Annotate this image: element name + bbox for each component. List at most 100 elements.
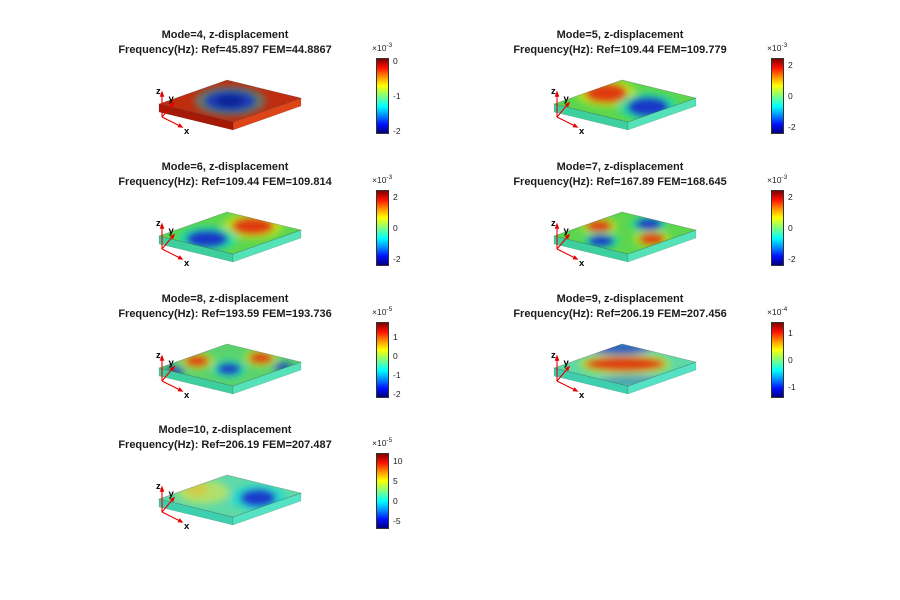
y-axis-label: y	[169, 358, 175, 369]
colorbar-tick-label: -2	[393, 125, 401, 136]
axes-triad: z y x	[551, 350, 585, 400]
colorbar-tick-label: 0	[393, 496, 398, 507]
x-axis-label: x	[184, 126, 190, 136]
colorbar-exponent: ×10-3	[372, 42, 392, 53]
x-axis-label: x	[184, 258, 190, 268]
z-arrowhead-icon	[159, 90, 165, 97]
subplot-subtitle: Frequency(Hz): Ref=206.19 FEM=207.456	[513, 308, 727, 320]
x-axis-label: x	[579, 258, 585, 268]
mode-lobe	[240, 489, 276, 507]
y-axis-arrow	[556, 103, 569, 118]
subplot-subtitle: Frequency(Hz): Ref=167.89 FEM=168.645	[513, 176, 727, 188]
colorbar-exponent-base: ×10	[372, 306, 387, 317]
x-axis-label: x	[579, 126, 585, 136]
x-axis-arrow	[161, 116, 181, 127]
colorbar-tick-label: 1	[393, 332, 398, 343]
colorbar-exponent-power: -5	[386, 306, 393, 313]
z-axis-label: z	[551, 218, 556, 229]
z-axis-label: z	[551, 350, 556, 361]
x-axis-arrow	[556, 380, 576, 391]
y-axis-arrow	[556, 367, 569, 382]
z-arrowhead-icon	[554, 90, 560, 97]
colorbar-exponent-base: ×10	[767, 174, 782, 185]
x-arrowhead-icon	[177, 123, 184, 128]
colorbar-gradient	[376, 190, 389, 266]
colorbar-tick-label: 10	[393, 455, 403, 466]
y-axis-label: y	[564, 226, 570, 237]
z-axis-label: z	[156, 481, 161, 492]
axes-triad-arrows	[159, 222, 184, 260]
plate-side-face-right	[232, 492, 302, 526]
colorbar-tick-label: -5	[393, 516, 401, 527]
axes-triad-arrows	[554, 354, 579, 392]
mode-shape-plot	[157, 474, 303, 526]
subplot-title: Mode=8, z-displacement	[161, 293, 289, 305]
y-axis-label: y	[564, 94, 570, 105]
mode-shape-plot	[157, 211, 303, 263]
x-axis-arrow	[556, 116, 576, 127]
subplot-mode-6: Mode=6, z-displacement Frequency(Hz): Re…	[95, 160, 425, 292]
axes-triad-arrows	[159, 354, 184, 392]
colorbar-tick-label: 0	[788, 223, 793, 233]
colorbar: ×10-4 1 0 -1	[767, 306, 819, 418]
x-axis-arrow	[556, 248, 576, 259]
mode-lobe	[216, 95, 244, 107]
plate-outline	[157, 211, 303, 255]
colorbar-exponent-power: -3	[386, 174, 393, 181]
z-arrowhead-icon	[554, 354, 560, 361]
z-arrowhead-icon	[159, 222, 165, 229]
colorbar-tick-label: -2	[393, 389, 401, 400]
mode-lobe	[249, 352, 273, 364]
y-axis-arrow	[161, 498, 174, 513]
colorbar-tick-label: 0	[393, 223, 398, 233]
plate-outline	[157, 474, 303, 518]
colorbar-exponent-base: ×10	[372, 437, 387, 448]
mode-shape-plot	[157, 343, 303, 395]
axes-triad-arrows	[159, 485, 184, 523]
y-arrowhead-icon	[564, 101, 570, 108]
colorbar-tick-label: -2	[393, 254, 401, 265]
subplot-mode-5: Mode=5, z-displacement Frequency(Hz): Re…	[490, 28, 820, 160]
axes-triad: z y x	[156, 86, 190, 136]
z-arrowhead-icon	[159, 354, 165, 361]
colorbar-tick-label: 1	[788, 327, 793, 338]
axes-triad-arrows	[554, 90, 579, 128]
subplot-mode-7: Mode=7, z-displacement Frequency(Hz): Re…	[490, 160, 820, 292]
colorbar-exponent-power: -4	[781, 306, 788, 313]
colorbar-exponent-base: ×10	[372, 42, 387, 53]
plate-side-face-right	[232, 361, 302, 395]
z-axis-label: z	[156, 86, 161, 97]
axes-triad: z y x	[156, 350, 190, 400]
subplot-mode-9: Mode=9, z-displacement Frequency(Hz): Re…	[490, 292, 820, 424]
subplot-subtitle: Frequency(Hz): Ref=206.19 FEM=207.487	[118, 439, 332, 451]
y-arrowhead-icon	[564, 365, 570, 372]
colorbar-exponent: ×10-3	[372, 174, 392, 185]
colorbar-exponent: ×10-5	[372, 306, 392, 317]
colorbar-tick-label: -1	[393, 91, 401, 101]
x-axis-label: x	[184, 390, 190, 400]
colorbar-exponent: ×10-3	[767, 174, 787, 185]
plate-outline	[552, 343, 698, 387]
y-arrowhead-icon	[169, 233, 175, 240]
axes-triad: z y x	[551, 86, 585, 136]
colorbar-exponent-base: ×10	[767, 42, 782, 53]
colorbar-ticks: 10 5 0 -5	[393, 453, 423, 529]
plot-area: Mode=5, z-displacement Frequency(Hz): Re…	[490, 28, 750, 160]
colorbar-tick-label: 0	[393, 351, 398, 362]
subplot-subtitle: Frequency(Hz): Ref=45.897 FEM=44.8867	[118, 44, 332, 56]
colorbar-ticks: 2 0 -2	[788, 190, 818, 266]
colorbar-ticks: 2 0 -2	[393, 190, 423, 266]
colorbar-ticks: 1 0 -1	[788, 322, 818, 398]
colorbar-ticks: 1 0 -1 -2	[393, 322, 423, 400]
mode-lobe	[586, 220, 612, 232]
x-arrowhead-icon	[177, 518, 184, 523]
plot-area: Mode=6, z-displacement Frequency(Hz): Re…	[95, 160, 355, 292]
y-arrowhead-icon	[169, 496, 175, 503]
colorbar-tick-label: 2	[788, 191, 793, 202]
colorbar-exponent-power: -3	[781, 174, 788, 181]
subplot-subtitle: Frequency(Hz): Ref=109.44 FEM=109.814	[118, 176, 332, 188]
subplot-title: Mode=4, z-displacement	[161, 29, 289, 41]
colorbar: ×10-3 2 0 -2	[767, 42, 819, 154]
mode-lobe	[185, 355, 209, 367]
mode-shape-lobes	[194, 86, 266, 116]
